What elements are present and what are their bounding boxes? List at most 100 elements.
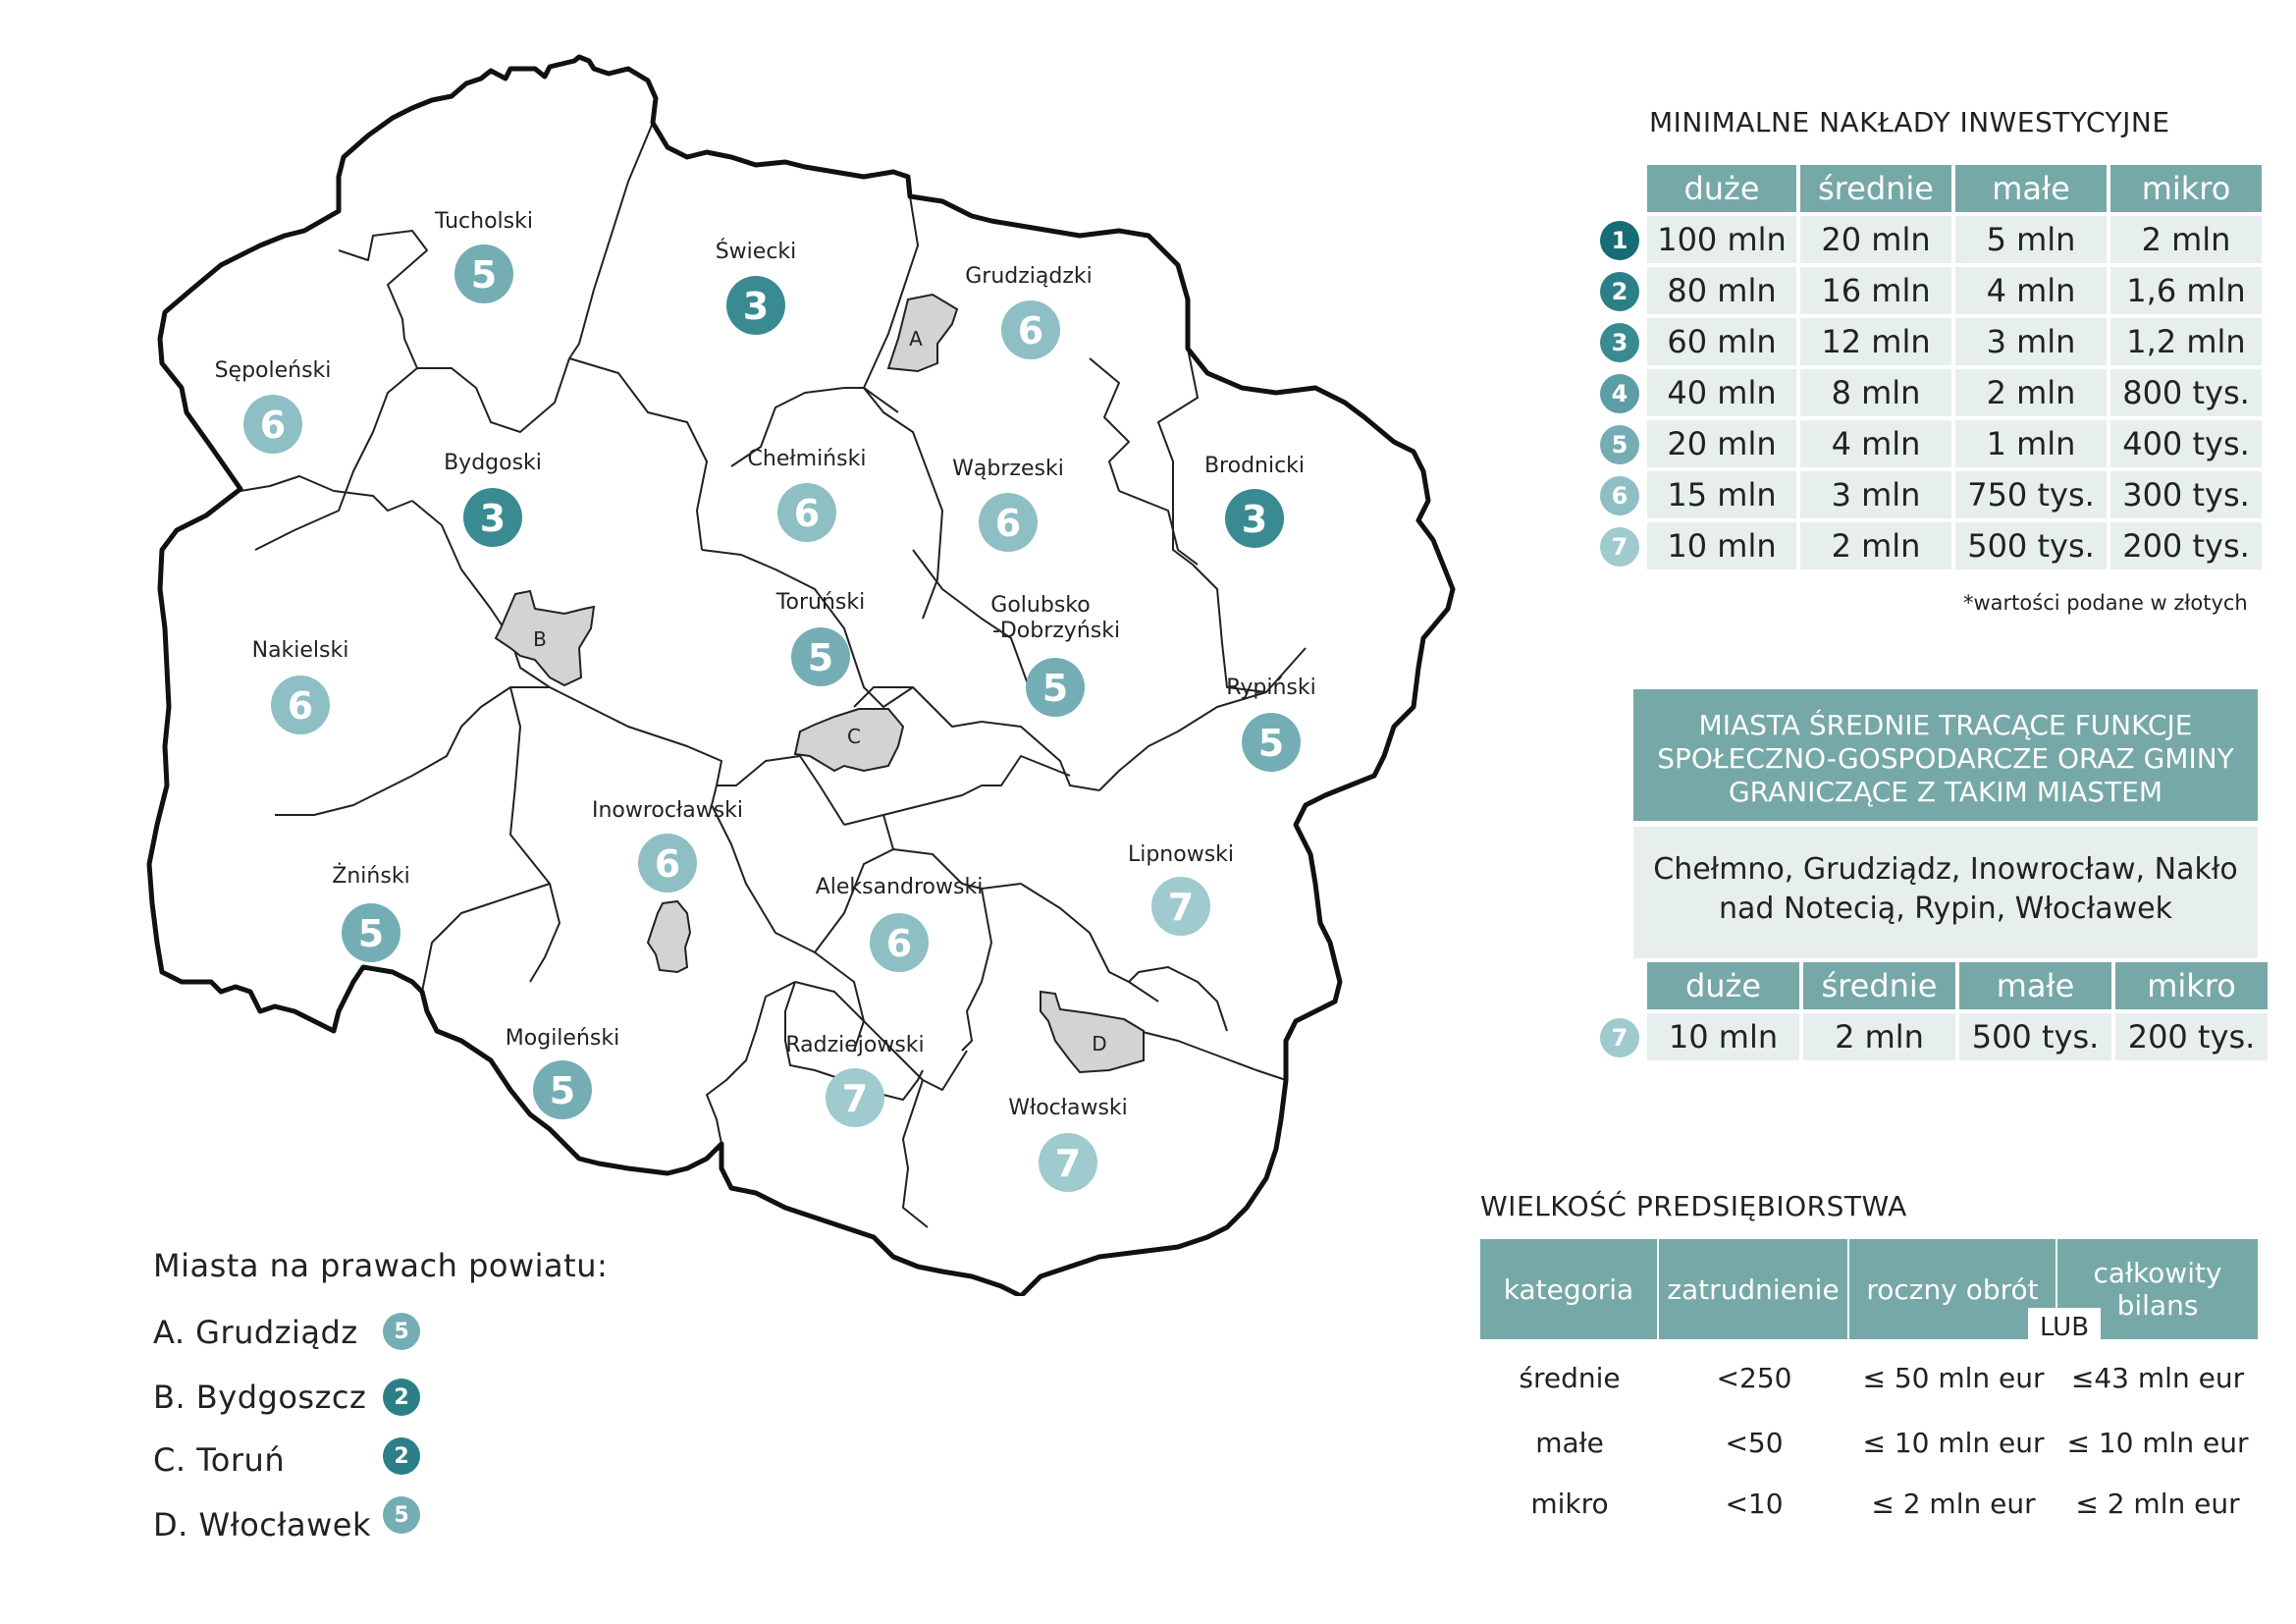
city-item-torun: C. Toruń [153, 1441, 286, 1479]
towns-list: Chełmno, Grudziądz, Inowrocław, Nakło na… [1633, 827, 2258, 958]
county-level-badge [1001, 300, 1060, 359]
city-item-grudziadz: A. Grudziądz [153, 1314, 358, 1351]
county-level-badge [342, 903, 400, 962]
table-cell: 20 mln [1647, 420, 1796, 467]
county-name: Tucholski [434, 209, 533, 234]
county-level-number: 6 [288, 684, 313, 728]
or-label: LUB [2028, 1308, 2101, 1347]
border [254, 367, 418, 551]
table-cell: <10 [1725, 1488, 1784, 1520]
col-header: zatrudnienie [1659, 1239, 1849, 1339]
county-level-badge [243, 395, 302, 454]
table-cell: mikro [1530, 1488, 1609, 1520]
table-cell: 1 mln [1955, 420, 2107, 467]
table-cell: ≤ 10 mln eur [1862, 1427, 2045, 1459]
county-name: Sępoleński [215, 358, 332, 383]
table-row: 3 60 mln 12 mln 3 mln 1,2 mln [1600, 318, 2262, 365]
rank-badge: 3 [1600, 323, 1639, 362]
col-header: roczny obrót [1849, 1239, 2057, 1339]
county-level-badge [1242, 713, 1301, 772]
col-header: kategoria [1480, 1239, 1659, 1339]
table-cell: ≤ 2 mln eur [1871, 1488, 2036, 1520]
county-name: Chełmiński [748, 447, 867, 471]
county-level-number: 5 [1042, 667, 1068, 710]
border [411, 500, 551, 688]
table-row: 5 20 mln 4 mln 1 mln 400 tys. [1600, 420, 2262, 467]
border [568, 357, 708, 551]
table-row: małe <50 ≤ 10 mln eur ≤ 10 mln eur [1480, 1427, 2258, 1459]
county-level-number: 5 [471, 253, 497, 297]
border [784, 981, 924, 1101]
towns-list-line: nad Notecią, Rypin, Włocławek [1718, 892, 2172, 926]
border [1020, 883, 1159, 1002]
table-row: 7 10 mln 2 mln 500 tys. 200 tys. [1600, 1013, 2268, 1060]
border [853, 686, 983, 728]
border [1157, 348, 1199, 566]
county-name: Mogileński [506, 1026, 619, 1051]
border [1118, 490, 1199, 566]
table-cell: <250 [1716, 1362, 1792, 1394]
border [421, 883, 551, 993]
county-level-number: 7 [842, 1077, 868, 1120]
col-header: całkowity bilans [2093, 1257, 2222, 1322]
table-cell: 80 mln [1647, 267, 1796, 314]
county-map: A B C D Tucholski 5 Świecki 3 Grudziądzki 6 Sę… [146, 54, 1456, 1296]
county-level-badge [454, 244, 513, 303]
cities-title: Miasta na prawach powiatu: [153, 1247, 609, 1284]
county-level-badge [979, 493, 1038, 552]
col-header: małe [1955, 165, 2107, 212]
county-level-badge [826, 1068, 884, 1127]
city-letter-d: D [1092, 1032, 1106, 1056]
city-item-wloclawek: D. Włocławek [153, 1506, 371, 1543]
county-level-number: 6 [655, 842, 680, 886]
border [981, 721, 1100, 791]
table-cell: 1,2 mln [2110, 318, 2262, 365]
county-level-number: 3 [743, 285, 769, 328]
col-header: średnie [1800, 165, 1951, 212]
table-cell: 3 mln [1800, 471, 1951, 518]
towns-head-line: SPOŁECZNO-GOSPODARCZE ORAZ GMINY [1657, 742, 2234, 775]
table-cell: małe [1535, 1427, 1604, 1459]
county-level-badge [870, 913, 929, 972]
county-level-number: 5 [550, 1069, 575, 1112]
county-level-badge [533, 1060, 592, 1119]
county-name: -Dobrzyński [992, 619, 1120, 643]
county-level-badge [271, 676, 330, 734]
city-letter-a: A [909, 327, 923, 351]
table-row: mikro <10 ≤ 2 mln eur ≤ 2 mln eur [1480, 1488, 2258, 1520]
table-cell: 100 mln [1647, 216, 1796, 263]
table-cell: ≤43 mln eur [2070, 1362, 2245, 1394]
county-name: Brodnicki [1204, 454, 1305, 478]
table-cell: 500 tys. [1959, 1013, 2111, 1060]
table-row: średnie <250 ≤ 50 mln eur ≤43 mln eur [1480, 1362, 2258, 1394]
city-level-badge: 5 [383, 1496, 420, 1534]
county-name: Rypiński [1226, 676, 1315, 700]
col-header: mikro [2115, 962, 2268, 1009]
county-name: Aleksandrowski [816, 875, 984, 899]
county-name: Grudziądzki [965, 264, 1093, 289]
table-cell: 16 mln [1800, 267, 1951, 314]
rank-badge: 1 [1600, 221, 1639, 260]
table-cell: ≤ 2 mln eur [2075, 1488, 2240, 1520]
county-name: Bydgoski [444, 451, 542, 475]
table-cell: 200 tys. [2110, 522, 2262, 569]
border [509, 686, 561, 983]
border [1192, 564, 1307, 693]
county-name: Świecki [716, 239, 797, 264]
table-cell: średnie [1519, 1362, 1621, 1394]
col-header: duże [1647, 962, 1799, 1009]
rank-badge: 5 [1600, 425, 1639, 464]
city-level-badge: 2 [383, 1437, 420, 1475]
city-area-b [494, 589, 596, 687]
table-row: 4 40 mln 8 mln 2 mln 800 tys. [1600, 369, 2262, 416]
border [240, 475, 413, 512]
table-row: 6 15 mln 3 mln 750 tys. 300 tys. [1600, 471, 2262, 518]
county-level-badge [1039, 1133, 1097, 1192]
table-cell: 750 tys. [1955, 471, 2107, 518]
investment-table: duże średnie małe mikro 1 100 mln 20 mln… [1596, 161, 2266, 573]
county-level-badge [726, 276, 785, 335]
rank-badge: 6 [1600, 476, 1639, 515]
county-name: Radziejowski [785, 1033, 924, 1057]
table-cell: 15 mln [1647, 471, 1796, 518]
county-level-badge [463, 488, 522, 547]
